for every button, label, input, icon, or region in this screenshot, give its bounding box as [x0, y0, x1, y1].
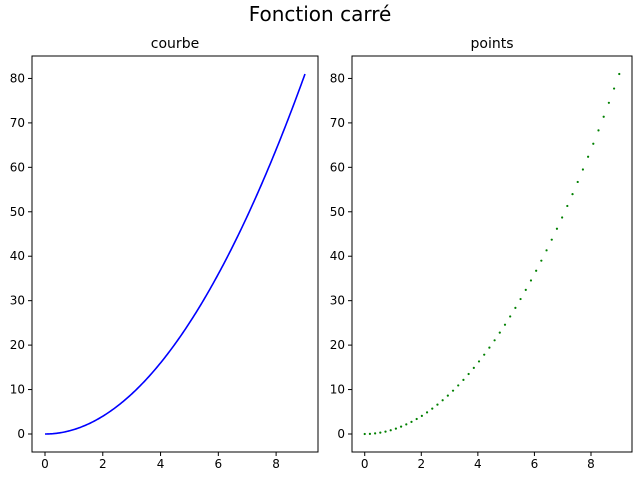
data-point — [472, 366, 475, 369]
data-point — [467, 372, 470, 376]
y-tick-label: 20 — [10, 338, 25, 352]
data-point — [431, 407, 434, 410]
data-point — [555, 227, 559, 230]
x-tick-label: 6 — [215, 457, 223, 471]
x-tick-label: 4 — [157, 457, 165, 471]
chart-title: courbe — [151, 36, 199, 52]
data-point — [405, 423, 408, 426]
data-point — [394, 427, 397, 430]
y-tick-label: 60 — [330, 160, 345, 174]
y-tick-label: 40 — [330, 249, 345, 263]
data-point — [514, 306, 517, 309]
data-point — [457, 384, 460, 387]
y-tick-label: 80 — [330, 71, 345, 85]
data-point — [561, 216, 564, 219]
figure-title: Fonction carré — [248, 2, 392, 26]
y-tick-label: 50 — [10, 205, 25, 219]
data-point — [602, 115, 605, 118]
x-tick-label: 2 — [99, 457, 107, 471]
data-point — [571, 193, 574, 196]
data-point — [462, 378, 465, 381]
x-tick-label: 0 — [361, 457, 369, 471]
y-tick-label: 0 — [337, 427, 345, 441]
data-point — [545, 249, 548, 252]
data-point — [420, 414, 423, 417]
data-point — [509, 315, 512, 318]
y-tick-label: 50 — [330, 205, 345, 219]
y-tick-label: 40 — [10, 249, 25, 263]
x-tick-label: 0 — [41, 457, 49, 471]
chart-title: points — [471, 36, 514, 52]
data-point — [483, 353, 486, 356]
x-tick-label: 8 — [587, 457, 595, 471]
data-point — [524, 288, 527, 292]
data-point — [535, 269, 538, 272]
data-point — [498, 331, 501, 334]
y-tick-label: 60 — [10, 160, 25, 174]
data-point — [384, 430, 387, 433]
data-point — [607, 101, 610, 104]
x-tick-label: 4 — [474, 457, 482, 471]
data-point — [612, 87, 616, 90]
data-point — [410, 420, 413, 423]
data-point — [488, 346, 491, 349]
data-point — [379, 431, 382, 434]
data-point — [389, 429, 392, 432]
series-line — [44, 73, 306, 435]
data-point — [477, 360, 481, 363]
data-point — [587, 155, 590, 158]
y-tick-label: 30 — [10, 294, 25, 308]
data-point — [441, 399, 444, 402]
data-point — [576, 180, 579, 184]
y-tick-label: 0 — [17, 427, 25, 441]
data-point — [592, 142, 595, 145]
plot-frame — [31, 55, 319, 453]
data-point — [618, 72, 621, 76]
data-point — [550, 238, 553, 241]
data-point — [581, 168, 585, 171]
y-tick-label: 70 — [330, 116, 345, 130]
data-point — [399, 425, 403, 428]
y-tick-label: 70 — [10, 116, 25, 130]
data-point — [493, 339, 496, 342]
y-tick-label: 80 — [10, 71, 25, 85]
x-tick-label: 6 — [531, 457, 539, 471]
x-tick-label: 2 — [417, 457, 425, 471]
data-point — [519, 297, 522, 301]
data-point — [446, 394, 449, 397]
data-point — [540, 259, 543, 262]
x-tick-label: 8 — [272, 457, 280, 471]
data-point — [451, 389, 455, 392]
data-point — [566, 204, 569, 208]
data-point — [368, 432, 372, 435]
data-point — [363, 432, 366, 436]
y-tick-label: 10 — [330, 383, 345, 397]
plot-frame — [351, 55, 633, 453]
data-point — [597, 129, 600, 132]
data-point — [415, 417, 418, 421]
data-point — [503, 323, 507, 326]
data-point — [529, 279, 533, 282]
y-tick-label: 30 — [330, 294, 345, 308]
data-point — [425, 411, 429, 414]
y-tick-label: 20 — [330, 338, 345, 352]
data-point — [436, 403, 439, 406]
y-tick-label: 10 — [10, 383, 25, 397]
data-point — [374, 432, 377, 435]
